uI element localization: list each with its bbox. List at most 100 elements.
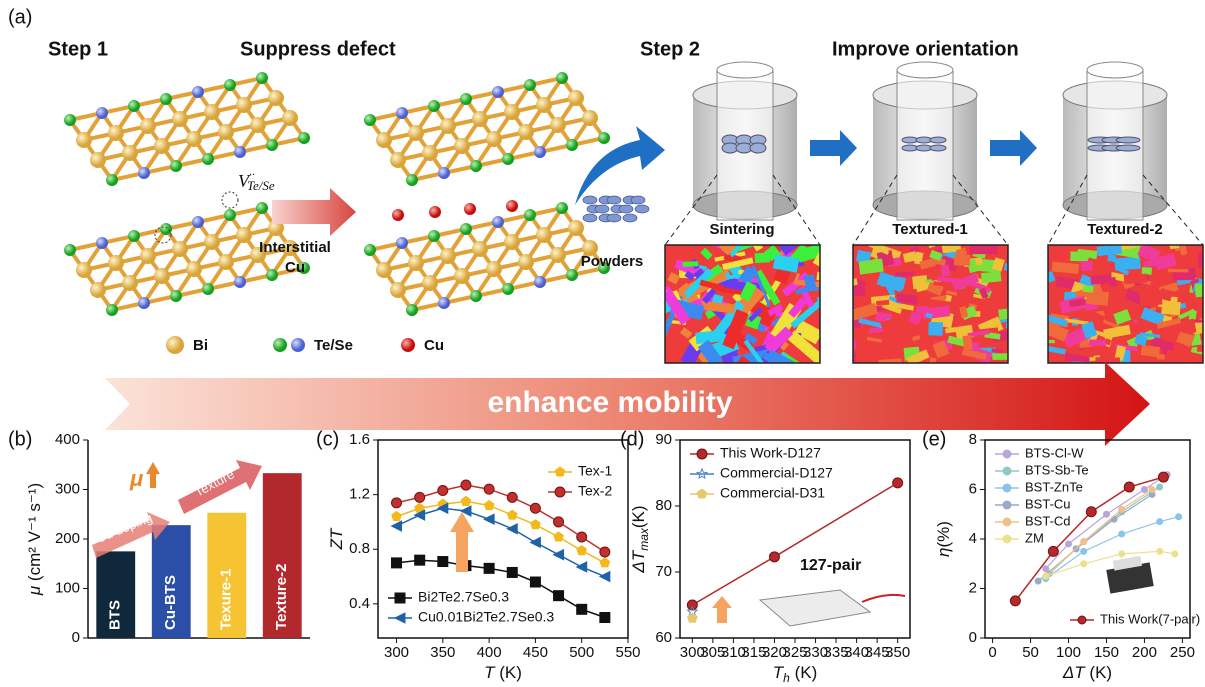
marker bbox=[600, 547, 610, 557]
category-label: Cu-BTS bbox=[162, 575, 179, 630]
marker bbox=[555, 487, 565, 497]
atom bbox=[160, 93, 172, 105]
y-tick-label: 0 bbox=[72, 629, 80, 646]
atom bbox=[90, 282, 106, 298]
atom bbox=[504, 104, 520, 120]
marker bbox=[1086, 507, 1096, 517]
atom bbox=[202, 153, 214, 165]
banner-text: enhance mobility bbox=[487, 386, 732, 419]
marker bbox=[395, 593, 405, 603]
marker bbox=[1124, 482, 1134, 492]
cu-atom bbox=[429, 206, 441, 218]
atom bbox=[282, 110, 298, 126]
marker bbox=[415, 555, 425, 565]
atom bbox=[566, 139, 578, 151]
marker bbox=[1119, 551, 1125, 557]
x-tick-label: 250 bbox=[1170, 644, 1195, 661]
map-grain bbox=[1142, 267, 1152, 275]
x-tick-label: 0 bbox=[988, 644, 996, 661]
marker bbox=[600, 558, 610, 567]
atom bbox=[96, 237, 108, 249]
map-grain bbox=[1198, 253, 1205, 268]
atom bbox=[454, 138, 470, 154]
map-grain bbox=[928, 322, 943, 336]
label-subscript: max bbox=[637, 527, 651, 551]
powder bbox=[607, 214, 621, 222]
map-grain bbox=[963, 335, 973, 350]
atom bbox=[504, 234, 520, 250]
map-grain bbox=[862, 363, 879, 373]
atom bbox=[218, 124, 234, 140]
map-grain bbox=[973, 235, 984, 244]
atom bbox=[460, 223, 472, 235]
atom bbox=[122, 145, 138, 161]
marker bbox=[438, 557, 448, 567]
marker bbox=[461, 496, 471, 505]
map-grain bbox=[825, 255, 839, 269]
powder bbox=[583, 196, 597, 204]
y-tick-label: 400 bbox=[55, 431, 80, 448]
marker bbox=[1010, 596, 1020, 606]
atom bbox=[536, 227, 552, 243]
flow-arrow bbox=[810, 130, 857, 166]
atom bbox=[518, 254, 534, 270]
powder bbox=[631, 196, 645, 204]
atom bbox=[534, 276, 546, 288]
y-axis-label: ZT bbox=[327, 527, 346, 550]
x-tick-label: 350 bbox=[885, 644, 910, 661]
annotation: μ bbox=[129, 466, 143, 491]
legend-label: Tex-2 bbox=[578, 483, 612, 499]
map-grain bbox=[1139, 290, 1162, 307]
map-grain bbox=[1010, 308, 1035, 326]
marker bbox=[507, 492, 517, 502]
map-grain bbox=[886, 331, 913, 349]
atom bbox=[202, 283, 214, 295]
atom bbox=[428, 230, 440, 242]
atom bbox=[154, 268, 170, 284]
marker bbox=[1048, 546, 1058, 556]
map-grain bbox=[1045, 340, 1055, 343]
map-grain bbox=[683, 261, 699, 266]
map-grain bbox=[1186, 235, 1204, 245]
legend-label: This Work(7-pair) bbox=[1100, 611, 1200, 626]
powder bbox=[583, 214, 597, 222]
atom bbox=[566, 269, 578, 281]
atom bbox=[550, 117, 566, 133]
step-title: Suppress defect bbox=[240, 38, 396, 60]
marker bbox=[1157, 548, 1163, 554]
atom bbox=[96, 107, 108, 119]
atom bbox=[470, 160, 482, 172]
stage-label: Textured-1 bbox=[892, 221, 968, 238]
legend-label: Commercial-D127 bbox=[720, 465, 833, 481]
atom bbox=[390, 152, 406, 168]
map-grain bbox=[970, 240, 998, 254]
atom bbox=[224, 209, 236, 221]
powders-label: Powders bbox=[581, 253, 644, 270]
marker bbox=[1158, 472, 1168, 482]
marker bbox=[554, 517, 564, 527]
atom bbox=[154, 138, 170, 154]
y-tick-label: 2 bbox=[969, 579, 977, 596]
map-grain bbox=[848, 340, 855, 350]
curved-arrow bbox=[575, 126, 665, 205]
atom bbox=[122, 275, 138, 291]
atom bbox=[192, 86, 204, 98]
atom bbox=[160, 223, 172, 235]
atom bbox=[64, 244, 76, 256]
atom bbox=[186, 261, 202, 277]
marker bbox=[484, 484, 494, 494]
vacancy-label: V··Te/Se bbox=[238, 167, 275, 193]
marker bbox=[530, 537, 540, 547]
y-tick-label: 70 bbox=[655, 563, 672, 580]
marker bbox=[769, 552, 779, 562]
cu-atom bbox=[506, 200, 518, 212]
marker bbox=[577, 562, 587, 572]
atom bbox=[364, 244, 376, 256]
atom bbox=[568, 90, 584, 106]
label-symbol: ΔT bbox=[1062, 663, 1086, 682]
atom bbox=[170, 160, 182, 172]
x-axis-label: T (K) bbox=[484, 663, 522, 682]
legend-atom bbox=[273, 338, 287, 352]
atom bbox=[472, 111, 488, 127]
